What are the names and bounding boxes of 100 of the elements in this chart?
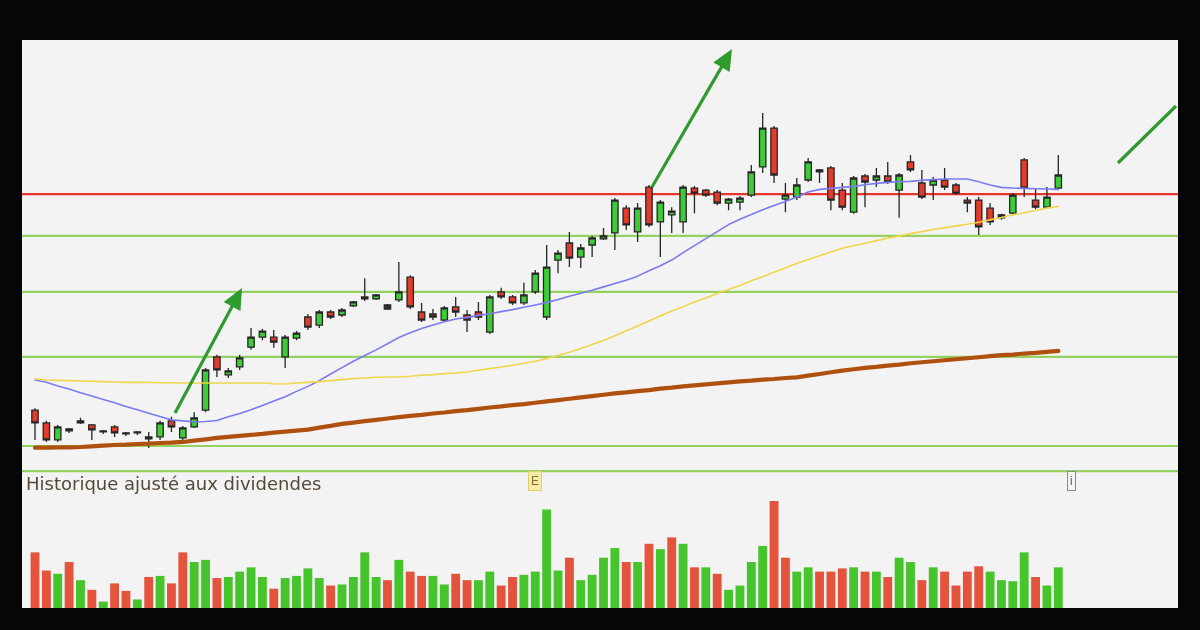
bar bbox=[985, 571, 995, 608]
candlestick bbox=[736, 195, 744, 211]
bar bbox=[633, 561, 643, 608]
bar bbox=[257, 576, 267, 608]
candlestick bbox=[281, 334, 289, 369]
candlestick bbox=[804, 157, 812, 183]
candlestick bbox=[178, 425, 187, 441]
candlestick bbox=[31, 407, 39, 441]
candlestick bbox=[895, 172, 903, 219]
candlestick bbox=[963, 196, 972, 213]
bar bbox=[803, 567, 813, 608]
candlestick bbox=[167, 416, 176, 433]
candlestick bbox=[395, 261, 403, 303]
bar bbox=[849, 567, 859, 608]
candlestick bbox=[974, 196, 983, 236]
bar bbox=[178, 552, 188, 608]
candlestick bbox=[65, 427, 73, 434]
candlestick bbox=[247, 327, 255, 351]
bar bbox=[928, 567, 938, 608]
candlestick bbox=[633, 202, 642, 243]
bar bbox=[485, 571, 495, 608]
bar bbox=[587, 574, 597, 608]
candlestick bbox=[986, 202, 994, 226]
candlestick bbox=[53, 424, 62, 443]
candlestick bbox=[292, 330, 301, 341]
text: E bbox=[531, 474, 540, 488]
candlestick bbox=[122, 431, 130, 437]
bar bbox=[417, 575, 427, 608]
bar bbox=[962, 571, 972, 608]
bar bbox=[223, 576, 233, 608]
candlestick bbox=[622, 204, 631, 231]
bar bbox=[405, 571, 415, 608]
candlestick bbox=[99, 429, 108, 435]
bar bbox=[667, 537, 677, 608]
candlestick bbox=[497, 287, 505, 300]
bar bbox=[690, 567, 699, 608]
candlestick bbox=[531, 269, 540, 295]
bar bbox=[508, 576, 517, 608]
bar bbox=[940, 571, 950, 608]
candlestick bbox=[156, 420, 164, 441]
candlestick bbox=[724, 197, 733, 211]
candlestick bbox=[372, 293, 380, 301]
text: Historique ajusté aux dividendes bbox=[26, 473, 322, 494]
bar bbox=[189, 561, 199, 608]
candlestick bbox=[451, 296, 460, 318]
bar bbox=[655, 549, 665, 608]
bar bbox=[360, 552, 370, 608]
candlestick bbox=[792, 177, 801, 201]
candlestick bbox=[144, 431, 153, 449]
bar bbox=[371, 576, 381, 608]
bar bbox=[269, 588, 279, 608]
bar bbox=[712, 573, 722, 608]
bar bbox=[144, 576, 154, 608]
candlestick bbox=[76, 417, 85, 425]
candlestick bbox=[758, 112, 767, 174]
candlestick bbox=[656, 199, 665, 258]
bar bbox=[235, 571, 245, 608]
bar bbox=[439, 584, 449, 608]
bar bbox=[758, 545, 768, 608]
bar bbox=[997, 580, 1006, 608]
bar bbox=[326, 585, 336, 608]
candlestick bbox=[258, 328, 267, 341]
candlestick bbox=[1008, 192, 1017, 216]
candlestick bbox=[1054, 154, 1063, 191]
bar bbox=[292, 575, 301, 608]
candlestick bbox=[1043, 186, 1051, 208]
bar bbox=[621, 561, 631, 608]
candlestick bbox=[213, 354, 221, 378]
candlestick bbox=[326, 309, 335, 320]
bar bbox=[701, 567, 711, 608]
bar bbox=[53, 573, 63, 608]
bar bbox=[383, 580, 392, 608]
candlestick bbox=[542, 244, 551, 321]
bar bbox=[792, 571, 802, 608]
bar bbox=[769, 501, 779, 608]
candlestick bbox=[599, 227, 608, 241]
candlestick bbox=[42, 420, 51, 443]
candlestick bbox=[406, 274, 415, 310]
candlestick bbox=[88, 423, 96, 441]
bar bbox=[496, 585, 506, 608]
bar bbox=[894, 557, 904, 608]
candlestick bbox=[133, 430, 142, 436]
bar bbox=[303, 568, 313, 608]
bar bbox=[280, 578, 290, 608]
candlestick bbox=[485, 294, 494, 335]
candlestick bbox=[554, 249, 562, 274]
bar bbox=[167, 583, 176, 608]
candlestick bbox=[360, 277, 369, 302]
bar bbox=[530, 571, 540, 608]
candlestick bbox=[588, 235, 596, 258]
candlestick bbox=[611, 197, 619, 251]
bar bbox=[451, 573, 461, 608]
candlestick bbox=[304, 313, 312, 331]
bar bbox=[1053, 567, 1063, 608]
bar bbox=[462, 580, 472, 608]
bar bbox=[155, 575, 165, 608]
candlestick bbox=[872, 167, 881, 188]
bar bbox=[599, 557, 608, 608]
bar bbox=[314, 578, 324, 608]
candlestick bbox=[338, 307, 346, 318]
